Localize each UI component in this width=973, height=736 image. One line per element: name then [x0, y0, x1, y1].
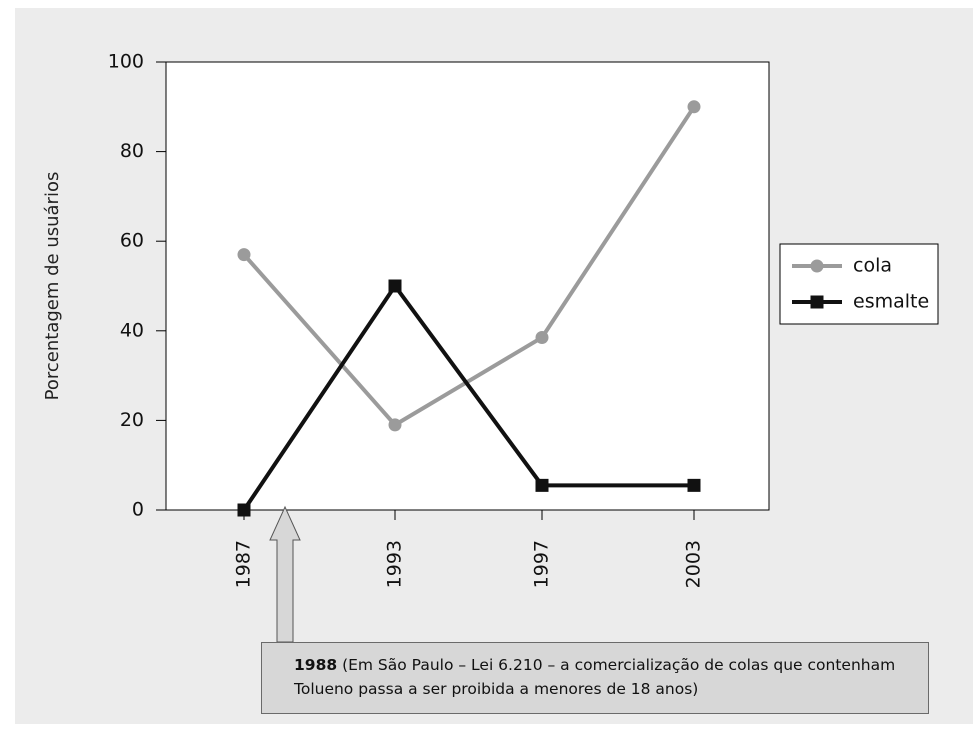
data-point-esmalte — [535, 478, 549, 492]
annotation-text: (Em São Paulo – Lei 6.210 – a comerciali… — [294, 656, 896, 698]
y-tick-label: 80 — [120, 140, 144, 162]
legend-label-cola: cola — [853, 255, 892, 277]
data-point-cola — [687, 100, 701, 114]
legend-marker-cola — [810, 259, 824, 273]
annotation-year: 1988 — [294, 656, 338, 674]
x-tick-label: 1997 — [531, 540, 553, 588]
y-tick-label: 40 — [120, 319, 144, 341]
legend: cola esmalte — [779, 243, 939, 325]
x-tick-label: 1987 — [233, 540, 255, 588]
x-tick-label: 2003 — [683, 540, 705, 588]
data-point-cola — [535, 331, 549, 345]
data-point-esmalte — [388, 279, 402, 293]
y-tick-label: 100 — [108, 51, 144, 73]
x-axis: 1987 1993 1997 2003 — [233, 510, 705, 588]
legend-marker-esmalte — [810, 295, 824, 309]
annotation-arrow — [269, 505, 301, 643]
series-line-cola — [242, 105, 696, 428]
y-tick-label: 60 — [120, 230, 144, 252]
y-tick-label: 20 — [120, 409, 144, 431]
y-axis-label: Porcentagem de usuários — [42, 172, 63, 401]
legend-box — [779, 243, 939, 325]
data-point-cola — [237, 248, 251, 262]
y-tick-label: 0 — [132, 499, 144, 521]
y-axis: 0 20 40 60 80 100 — [108, 51, 166, 521]
x-tick-label: 1993 — [384, 540, 406, 588]
series-line-esmalte — [242, 282, 694, 512]
data-point-cola — [388, 418, 402, 432]
annotation-box: 1988 (Em São Paulo – Lei 6.210 – a comer… — [261, 642, 929, 714]
data-point-esmalte — [687, 478, 701, 492]
data-point-esmalte — [237, 503, 251, 517]
series-group — [237, 100, 701, 517]
plot-area — [165, 61, 770, 511]
legend-label-esmalte: esmalte — [853, 291, 929, 313]
